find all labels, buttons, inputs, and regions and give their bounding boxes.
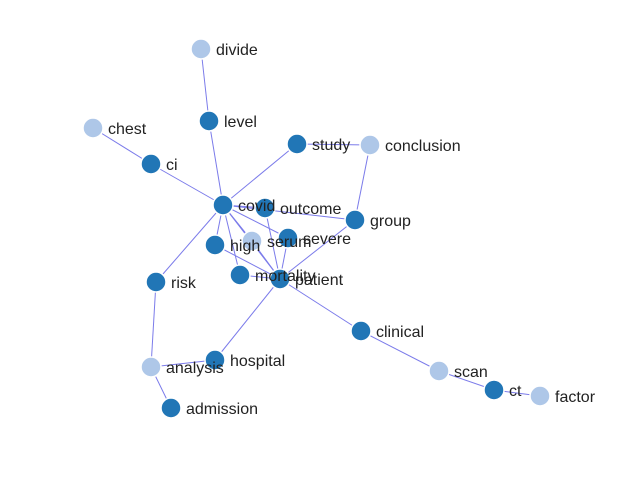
graph-edges bbox=[92, 48, 541, 409]
edge-high-patient bbox=[214, 244, 281, 280]
node-label-mortality: mortality bbox=[255, 268, 315, 285]
node-serum[interactable] bbox=[241, 230, 263, 252]
node-group[interactable] bbox=[344, 209, 366, 231]
node-label-outcome: outcome bbox=[280, 201, 341, 218]
edge-group-patient bbox=[279, 219, 356, 280]
node-label-level: level bbox=[224, 114, 257, 131]
edge-divide-level bbox=[200, 48, 210, 122]
node-label-clinical: clinical bbox=[376, 324, 424, 341]
node-label-severe: severe bbox=[303, 231, 351, 248]
node-ci[interactable] bbox=[140, 153, 162, 175]
edge-covid-study bbox=[222, 143, 298, 206]
edge-chest-ci bbox=[92, 127, 152, 165]
node-divide[interactable] bbox=[190, 38, 212, 60]
node-label-conclusion: conclusion bbox=[385, 138, 461, 155]
node-label-ct: ct bbox=[509, 383, 522, 400]
node-label-divide: divide bbox=[216, 42, 258, 59]
node-conclusion[interactable] bbox=[359, 134, 381, 156]
edge-covid-risk bbox=[155, 204, 224, 283]
node-label-analysis: analysis bbox=[166, 360, 224, 377]
edge-conclusion-group bbox=[354, 144, 371, 221]
node-label-high: high bbox=[230, 238, 260, 255]
node-level[interactable] bbox=[198, 110, 220, 132]
edge-level-covid bbox=[208, 120, 224, 206]
edge-covid-group bbox=[222, 204, 356, 221]
node-label-serum: serum bbox=[267, 234, 311, 251]
node-patient[interactable] bbox=[269, 268, 291, 290]
node-label-scan: scan bbox=[454, 364, 488, 381]
edge-ci-covid bbox=[150, 163, 224, 206]
node-severe[interactable] bbox=[277, 227, 299, 249]
node-risk[interactable] bbox=[145, 271, 167, 293]
node-clinical[interactable] bbox=[350, 320, 372, 342]
node-scan[interactable] bbox=[428, 360, 450, 382]
node-admission[interactable] bbox=[160, 397, 182, 419]
edge-patient-clinical bbox=[279, 278, 362, 332]
node-ct[interactable] bbox=[483, 379, 505, 401]
edge-covid-severe bbox=[222, 204, 289, 239]
node-study[interactable] bbox=[286, 133, 308, 155]
node-label-factor: factor bbox=[555, 389, 596, 406]
node-label-admission: admission bbox=[186, 401, 258, 418]
node-label-group: group bbox=[370, 213, 411, 230]
edge-risk-analysis bbox=[150, 281, 157, 368]
node-hospital[interactable] bbox=[204, 349, 226, 371]
node-outcome[interactable] bbox=[254, 197, 276, 219]
node-covid[interactable] bbox=[212, 194, 234, 216]
edge-patient-hospital bbox=[214, 278, 281, 361]
graph-nodes bbox=[82, 38, 551, 419]
node-mortality[interactable] bbox=[229, 264, 251, 286]
edge-clinical-scan bbox=[360, 330, 440, 372]
edge-study-conclusion bbox=[296, 143, 371, 146]
edge-outcome-patient bbox=[264, 207, 281, 280]
node-label-covid: covid bbox=[238, 198, 275, 215]
node-label-patient: patient bbox=[295, 272, 344, 289]
node-label-chest: chest bbox=[108, 121, 147, 138]
node-label-risk: risk bbox=[171, 275, 197, 292]
node-label-ci: ci bbox=[166, 157, 178, 174]
node-high[interactable] bbox=[204, 234, 226, 256]
edge-covid-mortality bbox=[222, 204, 241, 276]
node-label-study: study bbox=[312, 137, 350, 154]
node-factor[interactable] bbox=[529, 385, 551, 407]
node-chest[interactable] bbox=[82, 117, 104, 139]
node-analysis[interactable] bbox=[140, 356, 162, 378]
graph-labels: divide level chest ci study conclusion covid ou… bbox=[108, 42, 596, 418]
node-label-hospital: hospital bbox=[230, 353, 285, 370]
